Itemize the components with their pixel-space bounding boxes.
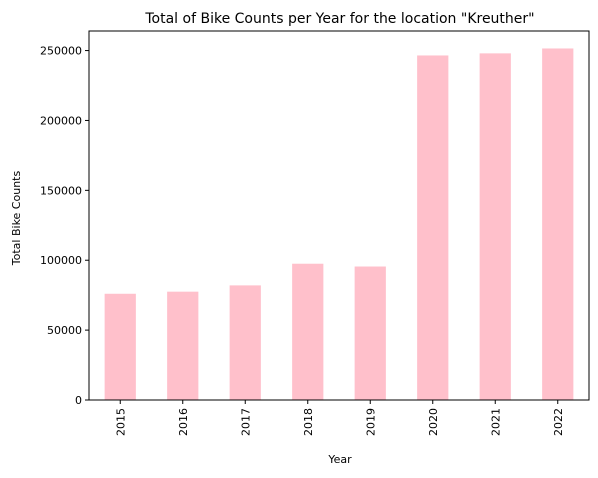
y-tick-label-250000: 250000: [40, 45, 82, 58]
x-tick-label-2017: 2017: [239, 408, 252, 436]
bar-2020: [417, 55, 449, 400]
bar-2018: [292, 263, 324, 400]
x-tick-label-2022: 2022: [552, 408, 565, 436]
y-tick-label-200000: 200000: [40, 114, 82, 127]
y-axis: 0 50000 100000 150000 200000 250000: [40, 45, 89, 407]
bars-group: [104, 48, 574, 401]
x-axis: 2015 2016 2017 2018 2019 2020 2021 2022: [114, 400, 565, 436]
x-tick-label-2021: 2021: [489, 408, 502, 436]
bar-2017: [229, 285, 261, 400]
x-tick-label-2015: 2015: [114, 408, 127, 436]
y-tick-label-0: 0: [75, 394, 82, 407]
x-axis-label: Year: [327, 453, 352, 466]
y-tick-label-50000: 50000: [47, 324, 82, 337]
x-tick-label-2019: 2019: [364, 408, 377, 436]
bar-2016: [167, 291, 199, 400]
y-tick-label-150000: 150000: [40, 184, 82, 197]
axes-frame: [88, 30, 590, 401]
plot-frame: [88, 30, 590, 401]
bar-2019: [354, 266, 386, 400]
y-tick-label-100000: 100000: [40, 254, 82, 267]
y-axis-label: Total Bike Counts: [10, 171, 23, 267]
bar-2021: [479, 53, 511, 400]
bar-2022: [542, 48, 574, 401]
x-tick-label-2020: 2020: [427, 408, 440, 436]
chart-title: Total of Bike Counts per Year for the lo…: [144, 11, 534, 27]
bar-2015: [104, 293, 136, 400]
x-tick-label-2016: 2016: [177, 408, 190, 436]
x-tick-label-2018: 2018: [302, 408, 315, 436]
